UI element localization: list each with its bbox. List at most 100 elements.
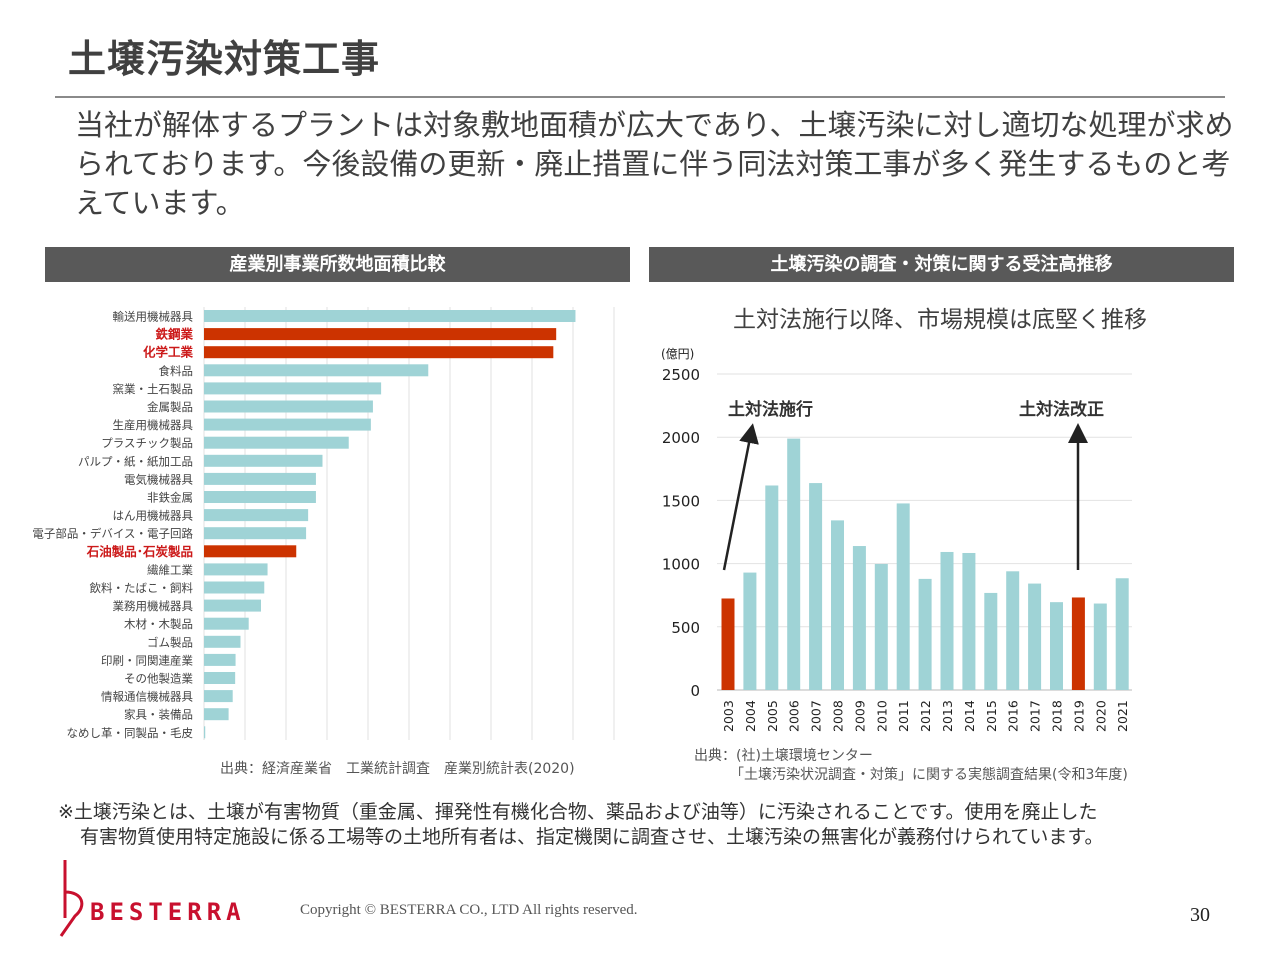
left-bar-12 [204,527,307,540]
right-chart-subtitle: 土対法施行以降、市場規模は底堅く推移 [733,307,1147,333]
page-number: 30 [1190,904,1210,926]
right-ytick-label: 2500 [662,366,700,384]
right-bar-2008 [831,520,844,690]
right-bar-2013 [940,551,954,690]
left-chart-source: 出典：経済産業省 工業統計調査 産業別統計表(2020) [220,761,575,777]
right-bar-2004 [743,572,757,690]
left-bar-11 [204,509,309,522]
right-bar-2017 [1028,583,1042,690]
title-divider [55,96,1225,98]
right-ytick-label: 1500 [662,492,700,510]
left-bar-8 [204,454,323,467]
right-xtick-label: 2008 [831,700,846,732]
right-bar-2011 [896,503,910,690]
right-bar-2015 [984,592,998,690]
left-bar-5 [204,400,373,413]
right-bar-2019 [1071,597,1085,690]
left-bar-20 [204,672,236,684]
right-chart-source-2: 「土壌汚染状況調査・対策」に関する実態調査結果(令和3年度) [730,767,1128,783]
left-category-label: 木材・木製品 [124,617,193,631]
left-category-label: パルプ・紙・紙加工品 [78,454,193,468]
left-bar-7 [204,436,349,449]
right-bar-2007 [809,483,823,690]
left-category-label: はん用機械器具 [113,509,194,523]
left-bar-9 [204,472,316,485]
right-xtick-label: 2010 [874,700,889,732]
page-title: 土壌汚染対策工事 [68,37,381,81]
left-category-label: 窯業・土石製品 [113,382,194,396]
left-bar-4 [204,382,382,395]
left-category-label: ゴム製品 [147,635,193,649]
left-bar-22 [204,708,229,721]
right-xtick-label: 2018 [1050,700,1065,732]
right-chart-header: 土壌汚染の調査・対策に関する受注高推移 [649,247,1234,282]
logo-text: BESTERRA [90,898,246,926]
left-bar-14 [204,563,268,576]
left-bar-0 [204,310,576,322]
left-bar-2 [204,346,554,359]
left-category-label: プラスチック製品 [101,436,193,450]
left-bar-10 [204,491,316,503]
right-xtick-label: 2003 [721,700,736,732]
footnote-line-1: ※土壌汚染とは、土壌が有害物質（重金属、揮発性有機化合物、薬品および油等）に汚染… [58,801,1098,823]
left-category-label: 石油製品･石炭製品 [86,544,193,559]
right-xtick-label: 2016 [1006,700,1021,732]
left-bar-19 [204,653,236,666]
right-xtick-label: 2012 [918,700,933,732]
annotation-amendment: 土対法改正 [1019,399,1104,420]
left-category-label: 情報通信機械器具 [101,690,193,704]
right-xtick-label: 2007 [809,700,824,732]
left-chart-header: 産業別事業所数地面積比較 [45,247,630,282]
left-category-label: 金属製品 [147,400,193,414]
right-yaxis-unit: (億円) [661,347,694,361]
footnote-line-2: 有害物質使用特定施設に係る工場等の土地所有者は、指定機関に調査させ、土壌汚染の無… [80,826,1104,848]
left-bar-13 [204,545,297,558]
left-category-label: 生産用機械器具 [113,418,194,432]
right-xtick-label: 2013 [940,700,955,732]
right-xtick-label: 2020 [1093,700,1108,732]
left-category-label: 化学工業 [143,345,194,360]
left-category-label: 業務用機械器具 [113,599,194,613]
besterra-logo-mark-icon [59,860,84,937]
right-chart-source-1: 出典：(社)土壌環境センター [694,748,873,764]
left-category-label: 電気機械器具 [124,472,193,486]
left-category-label: なめし革・同製品・毛皮 [67,726,194,740]
right-xtick-label: 2017 [1028,700,1043,732]
left-category-label: 家具・装備品 [124,708,193,722]
left-category-label: 電子部品・デバイス・電子回路 [32,527,193,541]
left-category-label: 繊維工業 [147,563,193,577]
right-bar-2005 [765,485,779,690]
left-category-label: 輸送用機械器具 [113,310,194,324]
left-category-label: 鉄鋼業 [155,327,193,342]
left-bar-3 [204,364,429,377]
left-bar-18 [204,635,241,648]
left-bar-23 [204,726,206,739]
right-ytick-label: 500 [671,619,700,637]
right-bar-2010 [874,563,888,690]
left-category-label: 印刷・同関連産業 [101,653,193,667]
left-bar-15 [204,581,265,594]
right-xtick-label: 2009 [852,700,867,732]
right-bar-2012 [918,578,932,690]
right-bar-2014 [962,552,976,690]
left-bar-21 [204,690,233,703]
right-xtick-label: 2006 [787,700,802,732]
right-bar-2020 [1093,603,1107,690]
right-xtick-label: 2019 [1071,700,1086,732]
left-bar-17 [204,617,249,630]
right-xtick-label: 2004 [743,700,758,732]
right-bar-2009 [852,546,866,690]
right-bar-2021 [1115,578,1129,690]
right-ytick-label: 2000 [662,429,700,447]
copyright: Copyright © BESTERRA CO., LTD All rights… [300,902,638,918]
left-bar-6 [204,418,371,431]
right-xtick-label: 2021 [1115,700,1130,732]
left-category-label: 飲料・たばこ・飼料 [90,581,194,595]
left-category-label: その他製造業 [124,672,193,686]
left-bar-1 [204,328,557,341]
right-bar-2006 [787,438,801,690]
right-bar-2016 [1006,571,1020,690]
right-xtick-label: 2005 [765,700,780,732]
annotation-enactment: 土対法施行 [728,399,813,420]
